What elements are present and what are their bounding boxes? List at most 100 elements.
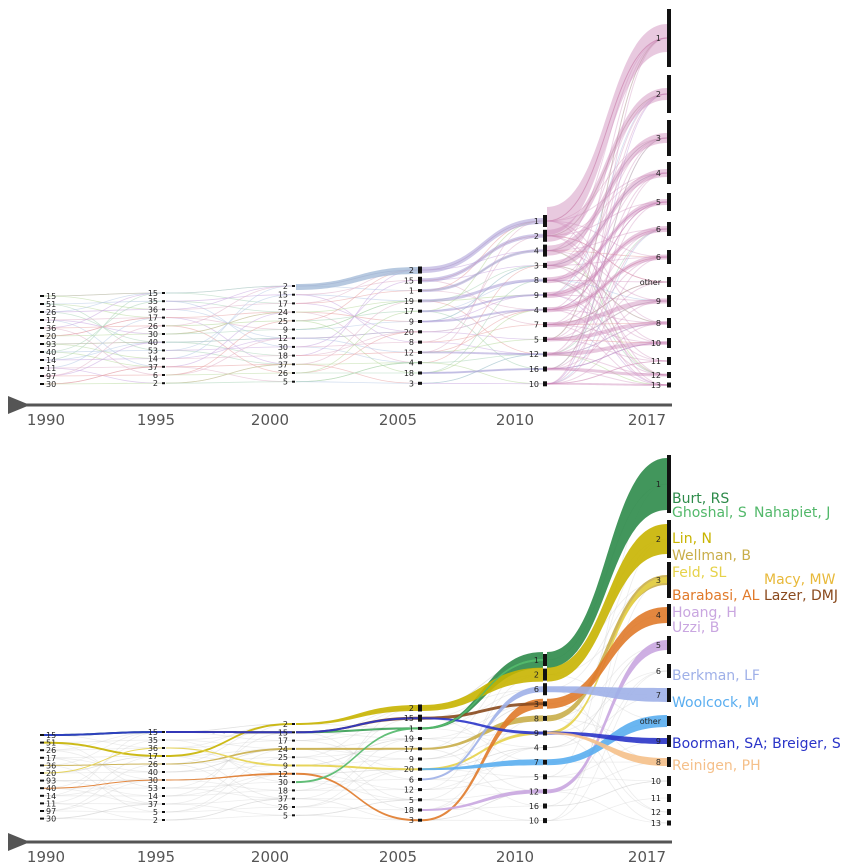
bottom-node-label-2010-12: 12 (529, 787, 539, 796)
top-node-label-2010-7: 7 (534, 321, 539, 330)
bottom-node-label-1995-35: 35 (148, 736, 158, 745)
top-node-label-2010-8: 8 (534, 276, 539, 285)
top-flow-band (422, 308, 543, 323)
bottom-author-flow (166, 747, 292, 767)
bottom-node-label-1990-14: 14 (46, 792, 56, 801)
top-flow-thin (165, 363, 293, 368)
top-node-1995-14 (162, 357, 165, 360)
bottom-author-flow (422, 698, 543, 822)
bottom-node-1990-26 (40, 749, 44, 752)
top-node-1990-51 (40, 303, 44, 305)
top-flow-thin (546, 201, 668, 281)
bottom-node-label-2005-6: 6 (409, 775, 414, 784)
top-flow-thin (546, 137, 668, 370)
top-flow-thin (295, 303, 419, 333)
top-node-2010-5 (543, 336, 547, 342)
top-node-1995-40 (162, 341, 165, 344)
top-flow-thin (546, 172, 668, 385)
bottom-flow-thin (421, 748, 544, 807)
top-flow-thin (165, 337, 293, 376)
top-node-2005-3 (418, 381, 422, 385)
top-node-label-2017-1: 1 (656, 34, 661, 43)
bottom-flow-thin (421, 776, 544, 790)
bottom-node-2017-12 (667, 809, 671, 815)
bottom-node-label-2017-11: 11 (651, 794, 661, 803)
bottom-flow-thin (165, 763, 293, 808)
top-flow-thin (546, 93, 668, 385)
bottom-node-2000-15 (292, 731, 295, 734)
bottom-node-1995-36 (162, 747, 165, 749)
bottom-flow-thin (546, 688, 668, 813)
top-flow-thin (546, 309, 668, 376)
bottom-node-label-2000-25: 25 (278, 753, 288, 762)
bottom-flow-thin (546, 780, 668, 807)
bottom-node-2010-8 (543, 715, 547, 721)
bottom-node-1995-2 (162, 819, 165, 821)
bottom-node-2017-9 (667, 735, 671, 747)
bottom-node-1995-53 (162, 787, 165, 789)
top-flow-thin (295, 294, 419, 302)
bottom-node-1990-17 (40, 756, 44, 759)
bottom-flow-thin (295, 738, 419, 766)
bottom-node-label-1995-17: 17 (148, 752, 158, 761)
bottom-year-tick-2010: 2010 (496, 848, 534, 863)
top-flow-thin (43, 341, 163, 377)
bottom-flow-thin (165, 798, 293, 805)
bottom-node-2005-2 (418, 704, 422, 712)
bottom-node-1995-14 (162, 795, 165, 797)
bottom-node-1990-36 (40, 764, 44, 767)
bottom-node-2010-7 (543, 759, 547, 765)
bottom-node-label-2017-8: 8 (656, 758, 661, 767)
bottom-node-2010-16 (543, 803, 547, 809)
top-node-label-1990-11: 11 (46, 364, 56, 373)
bottom-flow-thin (165, 798, 293, 821)
bottom-node-2005-17 (418, 747, 422, 751)
top-flow-thin (546, 235, 668, 344)
top-node-label-1995-40: 40 (148, 338, 158, 347)
top-flow-thin (421, 324, 544, 343)
bottom-author-flow (166, 772, 292, 781)
top-node-2000-24 (292, 311, 295, 314)
bottom-node-label-2017-1: 1 (656, 480, 661, 489)
top-node-label-2010-5: 5 (534, 335, 539, 344)
bottom-node-label-2017-5: 5 (656, 641, 661, 650)
top-node-label-2000-26: 26 (278, 369, 288, 378)
bottom-node-2017-13 (667, 820, 671, 826)
top-flow-thin (546, 309, 668, 324)
author-label-uzzi-b: Uzzi, B (672, 620, 719, 636)
top-flow-thin (546, 360, 668, 385)
top-node-2010-7 (543, 322, 547, 328)
top-node-2017-13 (667, 382, 671, 388)
bottom-node-label-2000-17: 17 (278, 737, 288, 746)
top-flow-thin (165, 317, 293, 365)
bottom-node-2000-5 (292, 814, 295, 817)
top-node-1995-26 (162, 324, 165, 327)
top-flow-thin (546, 353, 668, 376)
top-flow-thin (295, 352, 419, 356)
bottom-flow-thin (295, 781, 419, 801)
top-node-label-2017-2: 2 (656, 90, 661, 99)
top-node-label-2000-17: 17 (278, 299, 288, 308)
top-flow-thin (546, 256, 668, 385)
top-node-label-2005-17: 17 (404, 307, 414, 316)
bottom-node-label-2005-2: 2 (409, 704, 414, 713)
top-node-2010-10 (543, 381, 547, 387)
top-node-label-2000-9: 9 (283, 326, 288, 335)
top-flow-thin (546, 201, 668, 237)
top-flow-thin (546, 37, 668, 222)
top-flow-thin (546, 93, 668, 311)
top-flow-thin (165, 363, 293, 384)
top-flow-thin (421, 353, 544, 384)
top-flow-thin (295, 300, 419, 313)
bottom-flow-thin (546, 776, 668, 782)
bottom-node-label-1990-36: 36 (46, 761, 56, 770)
top-node-2017-11 (667, 357, 671, 365)
top-flow-band (547, 254, 667, 313)
bottom-author-flow (44, 747, 162, 774)
top-flow-thin (546, 279, 668, 283)
bottom-flow-thin (43, 779, 163, 812)
top-node-label-2000-37: 37 (278, 360, 288, 369)
top-flow-thin (295, 310, 419, 322)
top-flow-thin (295, 362, 419, 383)
bottom-node-label-2010-2: 2 (534, 671, 539, 680)
